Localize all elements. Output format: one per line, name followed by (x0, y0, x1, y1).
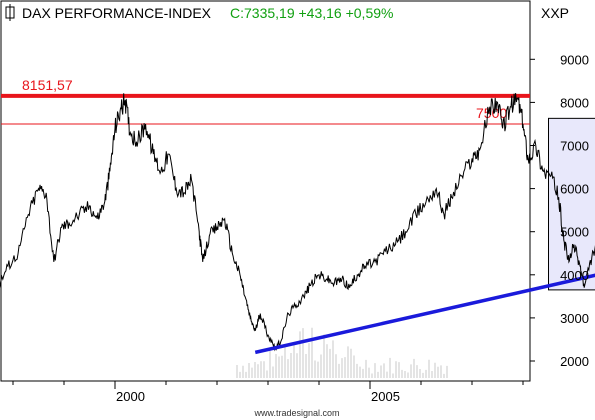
source-watermark: www.tradesignal.com (253, 408, 339, 418)
chart-header: DAX PERFORMANCE-INDEX C:7335,19 +43,16 +… (5, 4, 569, 21)
y-tick-label-2000: 2000 (560, 354, 589, 369)
axis-unit-label: XXP (541, 5, 569, 21)
y-tick-label-4000: 4000 (560, 268, 589, 283)
support-trendline (254, 273, 595, 355)
highlight-boxes (548, 117, 595, 291)
highlight-box-1 (548, 117, 595, 291)
plot-area-frame (0, 0, 531, 382)
x-tick-label-2005: 2005 (371, 389, 400, 404)
chart-quote: C:7335,19 +43,16 +0,59% (230, 5, 393, 21)
level-7500-label: 7500 (476, 105, 507, 121)
price-series (0, 93, 595, 352)
y-tick-label-7000: 7000 (560, 139, 589, 154)
x-tick-label-2000: 2000 (116, 389, 145, 404)
support-trendline-line (254, 273, 595, 355)
y-tick-label-3000: 3000 (560, 311, 589, 326)
y-tick-label-8000: 8000 (560, 95, 589, 110)
resistance-label: 8151,57 (22, 77, 73, 93)
y-tick-label-6000: 6000 (560, 182, 589, 197)
dax-price-line (0, 93, 595, 352)
y-tick-label-9000: 9000 (560, 52, 589, 67)
chart-title: DAX PERFORMANCE-INDEX (22, 5, 212, 21)
x-axis: 200020052010 (12, 381, 524, 404)
y-axis: 2000 3000 4000 5000 6000 7000 8000 9000 (530, 52, 589, 369)
y-tick-label-5000: 5000 (560, 225, 589, 240)
horizontal-levels: 8151,57 7500 (1, 77, 530, 125)
volume-bars (236, 327, 448, 378)
